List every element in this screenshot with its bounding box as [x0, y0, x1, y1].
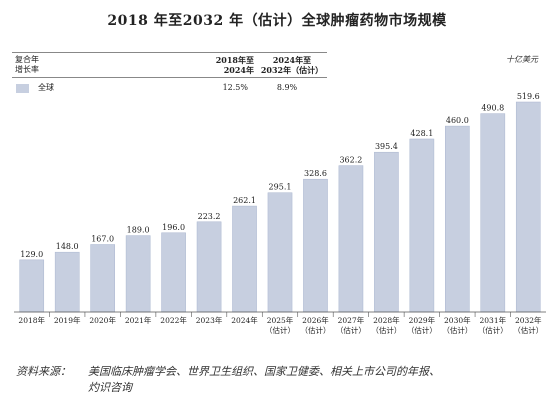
x-tick-label-7: 2025年: [267, 315, 294, 325]
x-tick-label-6: 2024年: [231, 315, 258, 325]
data-label-12: 460.0: [446, 116, 469, 125]
x-tick-label-2: 2020年: [89, 315, 116, 325]
bar-12: [445, 125, 470, 313]
source-line-2: 灼识咨询: [88, 381, 132, 394]
cagr-value-2024-2032: 8.9%: [276, 83, 298, 92]
x-tick-label-1: 2019年: [54, 315, 81, 325]
x-tick-sublabel-9: （估计）: [336, 325, 366, 335]
cagr-header-2018-2024: 2018年至 2024年: [215, 55, 254, 75]
bar-4: [161, 232, 186, 313]
data-label-13: 490.8: [481, 104, 504, 113]
x-tick-label-3: 2021年: [125, 315, 152, 325]
bar-10: [374, 151, 399, 313]
cagr-header-label: 复合年 增长率: [15, 55, 39, 74]
x-tick-label-14: 2032年: [515, 315, 542, 325]
x-tick-sublabel-8: （估计）: [300, 325, 330, 335]
x-tick-label-10: 2028年: [373, 315, 400, 325]
data-label-1: 148.0: [56, 242, 79, 251]
x-tick-sublabel-13: （估计）: [478, 325, 508, 335]
unit-label: 十亿美元: [506, 55, 538, 64]
source-note: 资料来源： 美国临床肿瘤学会、世界卫生组织、国家卫健委、相关上市公司的年报、 灼识…: [16, 364, 546, 396]
cagr-table-header: 复合年 增长率 2018年至 2024年 2024年至 2032年（估计）: [12, 52, 327, 78]
data-label-11: 428.1: [410, 129, 433, 138]
x-tick-sublabel-10: （估计）: [371, 325, 401, 335]
source-line-1: 美国临床肿瘤学会、世界卫生组织、国家卫健委、相关上市公司的年报、: [88, 365, 440, 378]
data-label-0: 129.0: [20, 250, 43, 259]
data-label-2: 167.0: [91, 235, 114, 244]
x-tick-sublabel-7: （估计）: [265, 325, 295, 335]
bar-9: [338, 165, 364, 313]
data-label-4: 196.0: [162, 223, 185, 232]
bar-3: [125, 235, 151, 313]
data-label-7: 295.1: [269, 183, 292, 192]
cagr-row-global: 全球 12.5% 8.9%: [12, 78, 327, 96]
data-label-6: 262.1: [233, 196, 256, 205]
bar-6: [232, 205, 257, 313]
x-tick-label-9: 2027年: [338, 315, 365, 325]
bar-1: [54, 251, 80, 313]
bar-0: [19, 259, 45, 313]
data-label-8: 328.6: [304, 169, 327, 178]
data-label-5: 223.2: [198, 212, 221, 221]
cagr-value-2018-2024: 12.5%: [222, 83, 248, 92]
x-tick-sublabel-14: （估计）: [513, 325, 543, 335]
data-label-9: 362.2: [339, 156, 362, 165]
data-label-10: 395.4: [375, 142, 398, 151]
cagr-table: 复合年 增长率 2018年至 2024年 2024年至 2032年（估计） 全球…: [12, 52, 327, 96]
bar-8: [303, 178, 328, 313]
bar-14: [515, 101, 541, 313]
x-tick-sublabel-12: （估计）: [442, 325, 472, 335]
chart-title: 2018 年至2032 年（估计）全球肿瘤药物市场规模: [107, 13, 447, 29]
x-tick-label-4: 2022年: [160, 315, 187, 325]
data-label-3: 189.0: [127, 226, 150, 235]
x-tick-label-11: 2029年: [409, 315, 436, 325]
source-label: 资料来源：: [16, 365, 71, 378]
x-tick-label-8: 2026年: [302, 315, 329, 325]
bar-5: [196, 221, 222, 313]
legend-swatch: [16, 84, 29, 93]
x-tick-sublabel-11: （估计）: [407, 325, 437, 335]
bar-chart: 129.0 2018年 148.0 2019年 167.0 2020年 189.0 2021年…: [14, 92, 546, 335]
x-tick-label-0: 2018年: [18, 315, 45, 325]
data-label-14: 519.6: [517, 92, 540, 101]
x-tick-label-13: 2031年: [480, 315, 507, 325]
bar-2: [90, 244, 115, 313]
bar-7: [267, 192, 293, 313]
bar-11: [409, 138, 435, 313]
x-tick-label-5: 2023年: [196, 315, 223, 325]
bar-13: [480, 113, 506, 313]
legend-label-global: 全球: [38, 83, 54, 92]
x-tick-label-12: 2030年: [444, 315, 471, 325]
cagr-header-2024-2032: 2024年至 2032年（估计）: [260, 55, 324, 75]
